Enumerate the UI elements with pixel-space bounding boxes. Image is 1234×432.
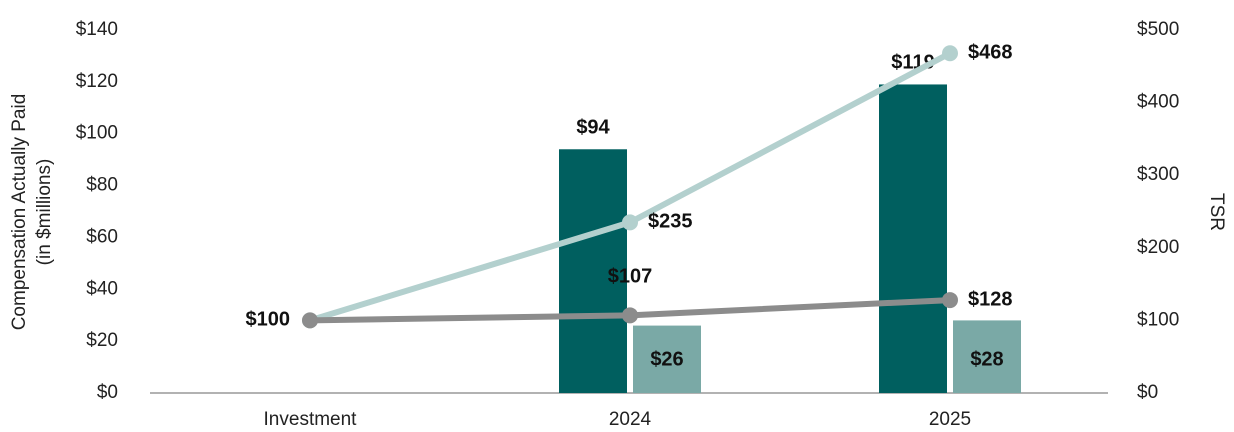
y-tick-label: $0 xyxy=(97,382,118,403)
y-axis-title: Compensation Actually Paid xyxy=(9,94,30,331)
bar xyxy=(953,320,1021,393)
y-tick-label: $60 xyxy=(86,226,118,247)
point xyxy=(942,45,958,62)
y2-tick-label: $500 xyxy=(1137,19,1179,40)
x-tick-label: Investment xyxy=(264,409,358,430)
bar xyxy=(633,325,701,393)
point xyxy=(622,214,638,231)
y2-tick-label: $400 xyxy=(1137,92,1179,113)
value-label: $94 xyxy=(576,117,610,139)
y2-tick-label: $0 xyxy=(1137,382,1158,403)
y-axis-title: (in $millions) xyxy=(34,159,55,266)
point xyxy=(302,312,318,329)
value-label: $468 xyxy=(968,42,1013,64)
value-label: $107 xyxy=(608,266,653,288)
y2-tick-label: $300 xyxy=(1137,164,1179,185)
bar xyxy=(879,84,947,393)
y-tick-label: $140 xyxy=(76,19,118,40)
point xyxy=(622,307,638,324)
y-tick-label: $20 xyxy=(86,330,118,351)
y2-axis-title: TSR xyxy=(1206,193,1227,231)
x-tick-label: 2025 xyxy=(929,409,971,430)
y-tick-label: $100 xyxy=(76,123,118,144)
value-label: $235 xyxy=(648,211,693,233)
y-tick-label: $40 xyxy=(86,278,118,299)
value-label: $26 xyxy=(650,348,683,370)
value-label: $28 xyxy=(970,348,1003,370)
x-tick-label: 2024 xyxy=(609,409,652,430)
bar xyxy=(559,149,627,393)
y2-tick-label: $200 xyxy=(1137,237,1179,258)
y-tick-label: $120 xyxy=(76,71,118,92)
y2-tick-label: $100 xyxy=(1137,309,1179,330)
value-label: $100 xyxy=(246,309,291,331)
point xyxy=(942,292,958,309)
y-tick-label: $80 xyxy=(86,175,118,196)
value-label: $128 xyxy=(968,288,1013,310)
